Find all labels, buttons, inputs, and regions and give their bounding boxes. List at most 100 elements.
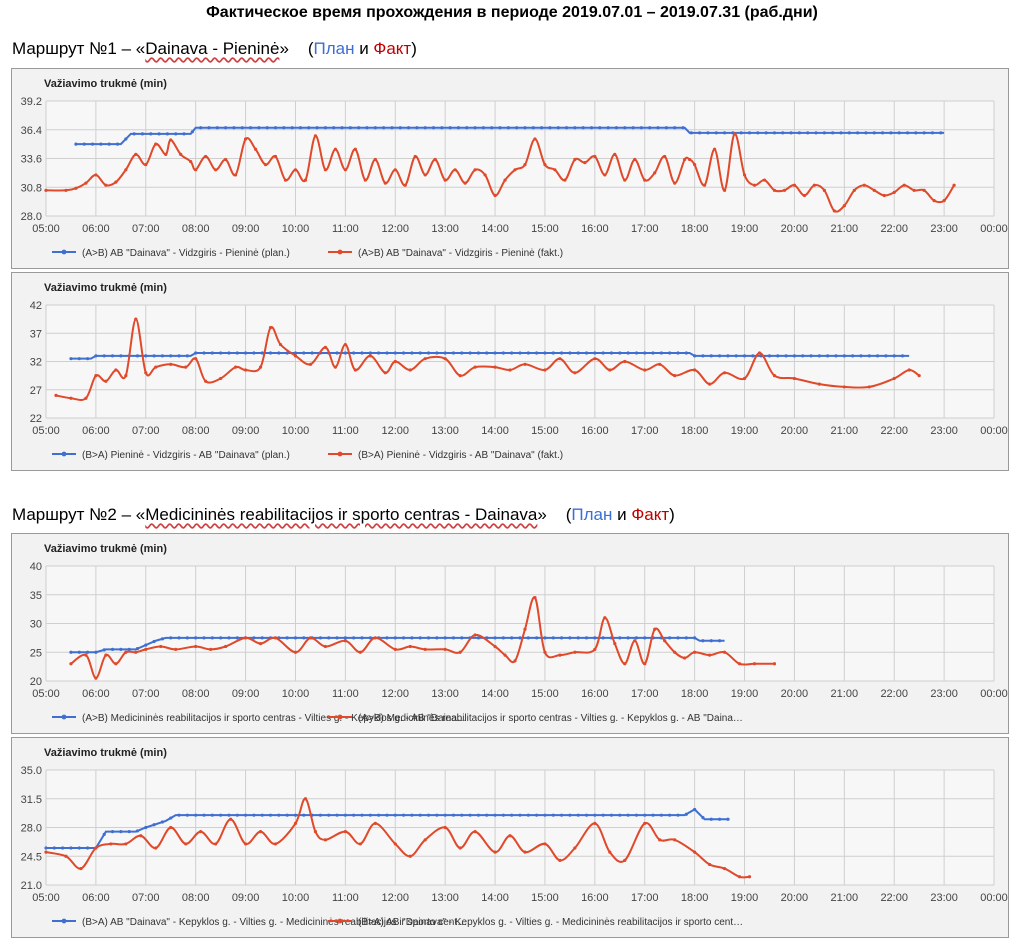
- fact-point: [74, 186, 78, 190]
- plan-point: [493, 813, 497, 817]
- plan-point: [401, 813, 406, 817]
- fact-point: [313, 830, 318, 834]
- fact-point: [343, 168, 347, 172]
- plan-point: [543, 813, 547, 817]
- x-tick-label: 10:00: [282, 688, 310, 700]
- x-tick-label: 16:00: [581, 425, 609, 437]
- plan-point: [385, 351, 389, 355]
- fact-point: [373, 821, 377, 825]
- plan-point: [867, 354, 871, 358]
- fact-point: [159, 644, 163, 649]
- plan-point: [526, 351, 530, 355]
- plan-point: [589, 126, 594, 130]
- x-tick-label: 11:00: [332, 892, 359, 904]
- plan-point: [243, 813, 248, 817]
- fact-point: [603, 616, 607, 620]
- plan-point: [185, 813, 189, 817]
- chart-2: Važiavimo trukmė (min) 22 27 32 37 42 05:00 06:…: [30, 282, 1008, 461]
- plan-point: [515, 126, 519, 130]
- x-tick-label: 08:00: [182, 223, 210, 235]
- fact-point: [483, 173, 487, 177]
- plan-point: [277, 813, 281, 817]
- plan-point: [634, 351, 639, 355]
- plan-point: [609, 351, 614, 355]
- plan-point: [540, 126, 544, 130]
- fact-point: [493, 850, 497, 854]
- fact-point: [104, 379, 108, 383]
- plan-point: [490, 126, 494, 130]
- fact-point: [573, 157, 577, 162]
- fact-point: [658, 838, 662, 842]
- x-tick-label: 09:00: [232, 425, 260, 437]
- plan-point: [643, 813, 647, 817]
- x-tick-label: 14:00: [481, 223, 509, 235]
- plan-point: [273, 126, 278, 130]
- plan-point: [510, 636, 514, 640]
- plan-point: [335, 351, 339, 355]
- plan-point: [618, 351, 622, 355]
- y-tick-label: 40: [30, 561, 42, 573]
- plan-point: [618, 813, 622, 817]
- plan-point: [747, 131, 752, 135]
- plan-point: [94, 354, 98, 358]
- x-tick-label: 19:00: [731, 688, 759, 700]
- x-tick-label: 18:00: [681, 223, 709, 235]
- fact-point: [752, 183, 757, 187]
- plan-point: [152, 639, 156, 644]
- plan-point: [232, 126, 236, 130]
- plan-point: [207, 126, 211, 130]
- fact-point: [393, 359, 397, 364]
- plan-point: [814, 131, 818, 135]
- y-tick-label: 30.8: [21, 182, 42, 194]
- plan-point: [689, 131, 693, 135]
- plan-point: [102, 832, 106, 836]
- fact-point: [169, 138, 173, 142]
- plan-point: [393, 351, 397, 355]
- fact-point: [179, 152, 183, 156]
- fact-point: [703, 183, 707, 187]
- plan-point: [526, 813, 530, 817]
- plan-point: [659, 351, 663, 355]
- plan-point: [152, 354, 156, 358]
- plan-point: [797, 131, 802, 135]
- x-tick-label: 21:00: [831, 688, 859, 700]
- legend-swatch-dot: [61, 714, 67, 720]
- plan-point: [85, 650, 90, 654]
- legend-entry: (A>B) AB "Dainava" - Vidzgiris - Pieninė…: [358, 248, 563, 259]
- chart-3: Važiavimo trukmė (min) 20 25 30 35 40 05:00 06:…: [30, 543, 1008, 724]
- legend-swatch-dot: [61, 249, 67, 255]
- fact-point: [204, 154, 208, 159]
- plan-point: [460, 813, 464, 817]
- plan-point: [501, 636, 505, 640]
- fact-point: [653, 171, 657, 175]
- plan-point: [751, 354, 755, 358]
- fact-point: [164, 152, 168, 156]
- fact-point: [653, 627, 657, 631]
- route-2-suffix: »: [537, 505, 547, 524]
- plan-point: [485, 813, 489, 817]
- fact-point: [907, 368, 911, 372]
- plan-point: [127, 830, 131, 834]
- plan-point: [701, 639, 705, 643]
- fact-series-line: [45, 797, 750, 879]
- plan-point: [194, 636, 198, 640]
- plan-point: [343, 636, 347, 640]
- plan-point: [243, 351, 248, 355]
- x-tick-label: 20:00: [781, 892, 809, 904]
- plan-point: [693, 807, 697, 812]
- plan-point: [426, 813, 431, 817]
- fact-point: [613, 152, 617, 156]
- fact-point: [313, 134, 318, 138]
- x-tick-label: 15:00: [531, 223, 559, 235]
- fact-point: [408, 644, 412, 649]
- plan-point: [701, 354, 705, 358]
- plan-point: [135, 829, 140, 833]
- plan-point: [584, 351, 589, 355]
- plan-point: [235, 636, 239, 640]
- fact-point: [94, 374, 98, 378]
- fact-point: [867, 385, 871, 389]
- fact-point: [273, 636, 278, 640]
- fact-point: [109, 842, 113, 846]
- x-tick-label: 23:00: [930, 425, 958, 437]
- fact-point: [293, 650, 298, 654]
